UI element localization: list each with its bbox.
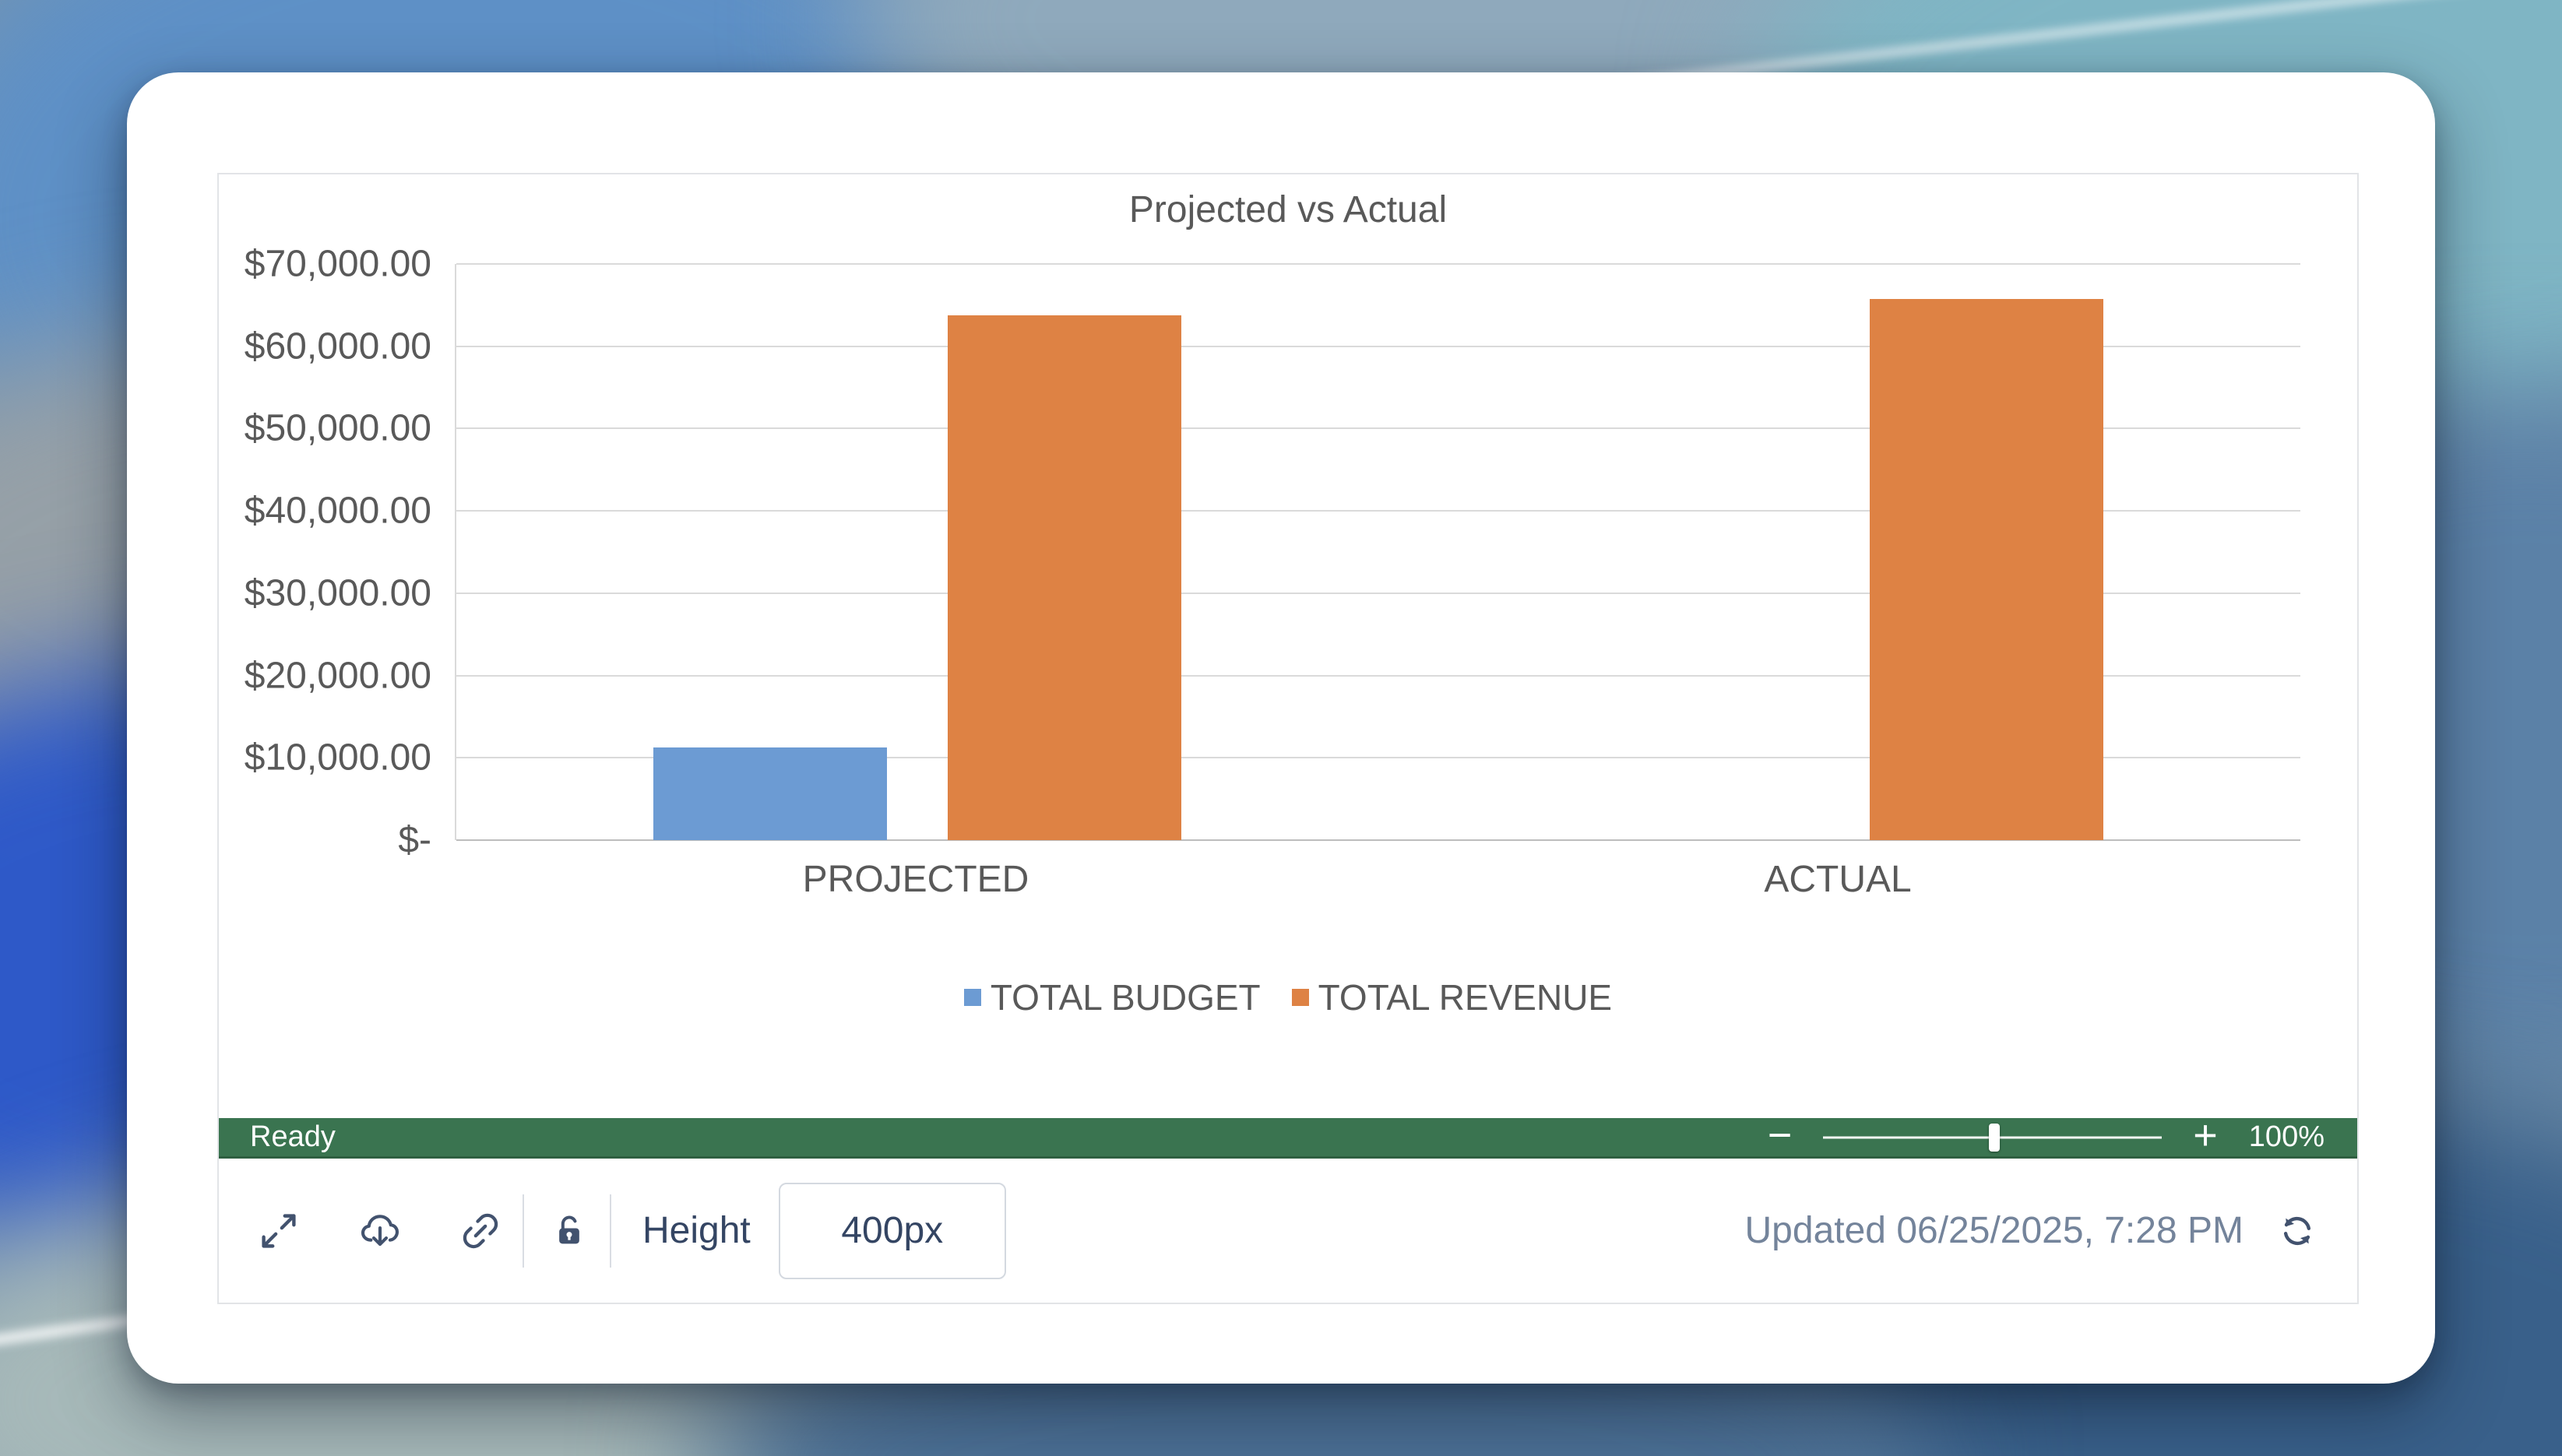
toolbar-divider xyxy=(610,1194,611,1268)
legend-label: TOTAL BUDGET xyxy=(990,977,1261,1018)
link-button[interactable] xyxy=(457,1208,504,1254)
plot-area xyxy=(455,263,2300,841)
bar-total-revenue-projected xyxy=(948,315,1182,840)
expand-button[interactable] xyxy=(255,1207,303,1255)
embed-toolbar: Height Updated 06/25/2025, 7:28 PM xyxy=(219,1159,2357,1303)
toolbar-right: Updated 06/25/2025, 7:28 PM xyxy=(1745,1207,2321,1255)
refresh-button[interactable] xyxy=(2273,1207,2321,1255)
y-tick-label: $20,000.00 xyxy=(244,655,431,697)
status-bar: Ready − + 100% xyxy=(219,1111,2357,1159)
height-label: Height xyxy=(642,1210,751,1251)
gridline xyxy=(456,345,2300,347)
chart-legend: TOTAL BUDGET TOTAL REVENUE xyxy=(219,976,2357,1018)
y-tick-label: $70,000.00 xyxy=(244,243,431,285)
height-input[interactable] xyxy=(778,1182,1006,1279)
y-tick-label: $60,000.00 xyxy=(244,325,431,368)
gridline xyxy=(456,427,2300,430)
expand-icon xyxy=(262,1213,296,1248)
zoom-slider[interactable] xyxy=(1823,1122,2162,1153)
bar-total-budget-projected xyxy=(653,747,887,840)
legend-swatch xyxy=(1291,989,1309,1006)
unlock-icon xyxy=(559,1215,579,1243)
x-tick-label: PROJECTED xyxy=(802,859,1029,900)
y-tick-label: $40,000.00 xyxy=(244,490,431,532)
gridline xyxy=(456,263,2300,265)
y-tick-label: $10,000.00 xyxy=(244,737,431,779)
link-icon xyxy=(463,1213,498,1248)
legend-swatch xyxy=(963,989,981,1006)
y-tick-label: $30,000.00 xyxy=(244,572,431,614)
updated-text: Updated 06/25/2025, 7:28 PM xyxy=(1744,1210,2244,1251)
zoom-slider-thumb[interactable] xyxy=(1989,1123,2001,1152)
zoom-controls: − + 100% xyxy=(1767,1111,2324,1159)
gridline xyxy=(456,592,2300,594)
chart-area: Projected vs Actual $70,000.00 $60,000.00… xyxy=(219,174,2357,1118)
y-tick-label: $50,000.00 xyxy=(244,407,431,449)
excel-embed-panel: Projected vs Actual $70,000.00 $60,000.00… xyxy=(217,173,2359,1304)
x-tick-label: ACTUAL xyxy=(1764,859,1912,900)
legend-label: TOTAL REVENUE xyxy=(1318,977,1613,1018)
gridline xyxy=(456,757,2300,759)
embed-card: Projected vs Actual $70,000.00 $60,000.00… xyxy=(127,72,2435,1384)
download-button[interactable] xyxy=(354,1207,406,1255)
toolbar-divider xyxy=(523,1194,524,1268)
legend-item: TOTAL BUDGET xyxy=(963,976,1261,1018)
cloud-download-icon xyxy=(361,1214,399,1246)
legend-item: TOTAL REVENUE xyxy=(1291,976,1613,1018)
chart-title: Projected vs Actual xyxy=(1128,189,1448,230)
gridline xyxy=(456,510,2300,512)
zoom-percent[interactable]: 100% xyxy=(2248,1120,2324,1153)
bar-total-revenue-actual xyxy=(1870,299,2104,840)
y-axis: $70,000.00 $60,000.00 $50,000.00 $40,000.00… xyxy=(219,244,431,861)
status-ready-text: Ready xyxy=(250,1120,336,1153)
gridline xyxy=(456,674,2300,677)
x-axis-labels: PROJECTED ACTUAL xyxy=(455,858,2299,905)
refresh-icon xyxy=(2283,1216,2311,1245)
gridline xyxy=(456,839,2300,841)
lock-button[interactable] xyxy=(547,1208,591,1254)
y-tick-label: $- xyxy=(398,819,431,861)
